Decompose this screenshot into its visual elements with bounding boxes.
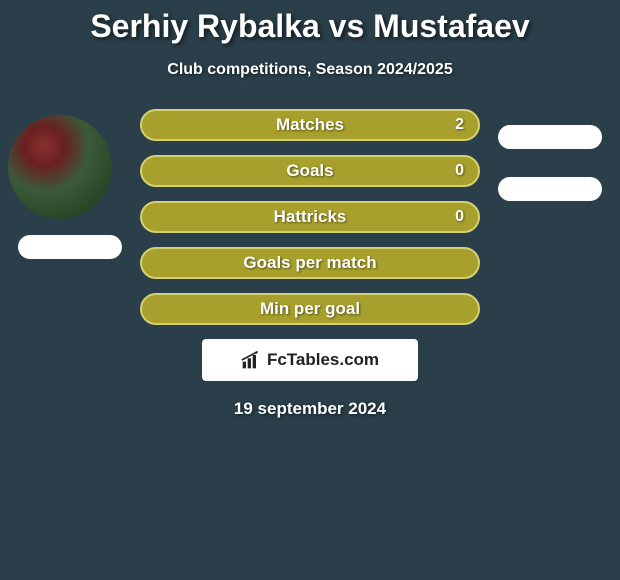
player-name-pill-left [18,235,122,259]
stat-label: Goals [286,161,333,181]
stat-bar-matches: Matches 2 [140,109,480,141]
stat-bars: Matches 2 Goals 0 Hattricks 0 Goals per … [140,109,480,325]
bar-chart-icon [241,350,261,370]
stat-label: Min per goal [260,299,360,319]
content-area: Matches 2 Goals 0 Hattricks 0 Goals per … [0,109,620,419]
stat-bar-goals-per-match: Goals per match [140,247,480,279]
player-name-pill-right-1 [498,125,602,149]
stat-bar-hattricks: Hattricks 0 [140,201,480,233]
stat-label: Hattricks [274,207,347,227]
date-text: 19 september 2024 [0,399,620,419]
stat-bar-goals: Goals 0 [140,155,480,187]
page-title: Serhiy Rybalka vs Mustafaev [0,8,620,45]
player-avatar-left [8,115,112,219]
stat-value: 2 [455,116,464,134]
stat-label: Matches [276,115,344,135]
main-container: Serhiy Rybalka vs Mustafaev Club competi… [0,0,620,419]
logo-box[interactable]: FcTables.com [202,339,418,381]
page-subtitle: Club competitions, Season 2024/2025 [0,61,620,79]
stat-value: 0 [455,208,464,226]
stat-bar-min-per-goal: Min per goal [140,293,480,325]
player-name-pill-right-2 [498,177,602,201]
stat-label: Goals per match [243,253,376,273]
stat-value: 0 [455,162,464,180]
logo-text: FcTables.com [267,350,379,370]
